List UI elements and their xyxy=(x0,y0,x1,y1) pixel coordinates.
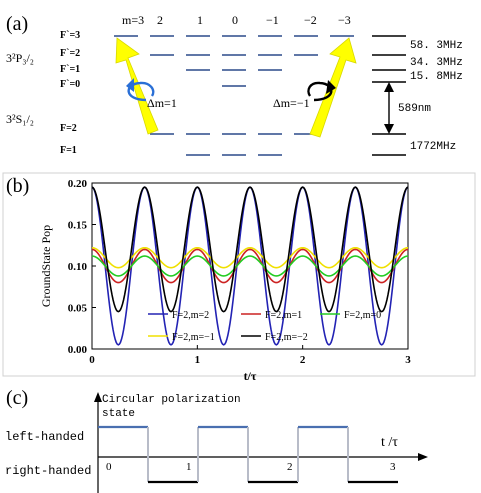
x-tick-label: 1 xyxy=(195,354,201,366)
circ-left-icon xyxy=(126,78,155,102)
population-chart: 0.00 0.05 0.10 0.15 0.20 0 1 2 3 t/τ GroundState P… xyxy=(39,178,411,383)
y-tick-label: 0.10 xyxy=(68,261,88,273)
hf-label-f1: F`=1 xyxy=(60,64,80,75)
legend-label-0: F=2,m=2 xyxy=(172,310,209,321)
delta-m-plus: Δm=1 xyxy=(147,96,177,110)
m-label-0: 0 xyxy=(232,13,238,27)
m-label-3: m=3 xyxy=(122,13,144,27)
y-axis-label: GroundState Pop xyxy=(39,225,53,307)
wavelength-arrow xyxy=(384,82,394,134)
legend-label-1: F=2,m=1 xyxy=(265,310,302,321)
m-label-2: 2 xyxy=(157,13,163,27)
hf-label-f3: F`=3 xyxy=(60,30,80,41)
hf-label-f2: F`=2 xyxy=(60,48,80,59)
legend-label-3: F=2,m=−1 xyxy=(172,332,215,343)
panel-c-axis-label: t /τ xyxy=(381,435,398,450)
s-state-label: 3²S₁/₂ xyxy=(6,112,34,126)
y-tick-label: 0.20 xyxy=(68,178,88,190)
panel-c-y-arrowhead xyxy=(94,392,102,402)
polarization-waveform xyxy=(98,425,398,484)
x-tick-label: 0 xyxy=(89,354,95,366)
y-tick-label: 0.15 xyxy=(68,220,88,232)
x-axis-label: t/τ xyxy=(244,369,257,383)
legend-label-2: F=2,m=0 xyxy=(344,310,381,321)
y-tick-label: 0.05 xyxy=(68,303,88,315)
y-tick-label: 0.00 xyxy=(68,344,88,356)
panel-a-label: (a) xyxy=(6,13,28,35)
polarization-title-line1: Circular polarization xyxy=(102,394,241,406)
ground-label-f1: F=1 xyxy=(60,145,77,156)
sigma-plus-arrow xyxy=(115,37,159,135)
series-line-1 xyxy=(91,248,409,284)
hf-label-f0: F`=0 xyxy=(60,79,80,90)
series-line-4 xyxy=(91,186,409,313)
series-line-2 xyxy=(91,255,409,277)
sublevel-lines xyxy=(114,35,354,156)
panel-c-tick-3: 3 xyxy=(390,461,396,473)
split-15mhz: 15. 8MHz xyxy=(410,71,463,83)
right-handed-label: right-handed xyxy=(5,464,91,478)
x-tick-label: 2 xyxy=(300,354,306,366)
polarization-title-line2: state xyxy=(102,408,135,420)
split-1772mhz: 1772MHz xyxy=(410,141,456,153)
panel-b-frame xyxy=(2,172,476,377)
legend-label-4: F=2,m=−2 xyxy=(265,332,308,343)
m-label-minus2: −2 xyxy=(304,13,317,27)
split-58mhz: 58. 3MHz xyxy=(410,40,463,52)
left-handed-label: left-handed xyxy=(5,430,84,444)
panel-b: (b) 0.00 0.05 0.10 0.15 0.20 0 1 2 3 t/τ GroundSta… xyxy=(2,172,476,383)
circ-right-icon xyxy=(307,80,336,102)
series-line-0 xyxy=(91,186,409,346)
panel-c-tick-1: 1 xyxy=(186,461,192,473)
split-34mhz: 34. 3MHz xyxy=(410,57,463,69)
series-line-3 xyxy=(91,246,409,269)
p-state-label: 3²P₃/₂ xyxy=(6,51,34,65)
panel-c-x-arrowhead xyxy=(418,453,428,461)
panel-b-label: (b) xyxy=(6,175,29,197)
plot-frame xyxy=(91,182,409,350)
m-label-minus1: −1 xyxy=(266,13,279,27)
panel-c-tick-2: 2 xyxy=(287,461,293,473)
delta-m-minus: Δm=−1 xyxy=(273,96,310,110)
m-label-minus3: −3 xyxy=(338,13,351,27)
summary-levels xyxy=(372,35,406,156)
ground-label-f2: F=2 xyxy=(60,123,77,134)
m-label-1: 1 xyxy=(197,13,203,27)
panel-c: (c) Circular polarization state left-han… xyxy=(5,387,428,493)
panel-a: (a) m=3 2 1 0 −1 −2 −3 3²P₃/₂ 3²S₁/₂ F`=… xyxy=(6,13,463,156)
split-589nm: 589nm xyxy=(398,103,431,115)
panel-c-tick-0: 0 xyxy=(106,461,112,473)
x-tick-label: 3 xyxy=(405,354,411,366)
panel-c-label: (c) xyxy=(6,387,28,409)
